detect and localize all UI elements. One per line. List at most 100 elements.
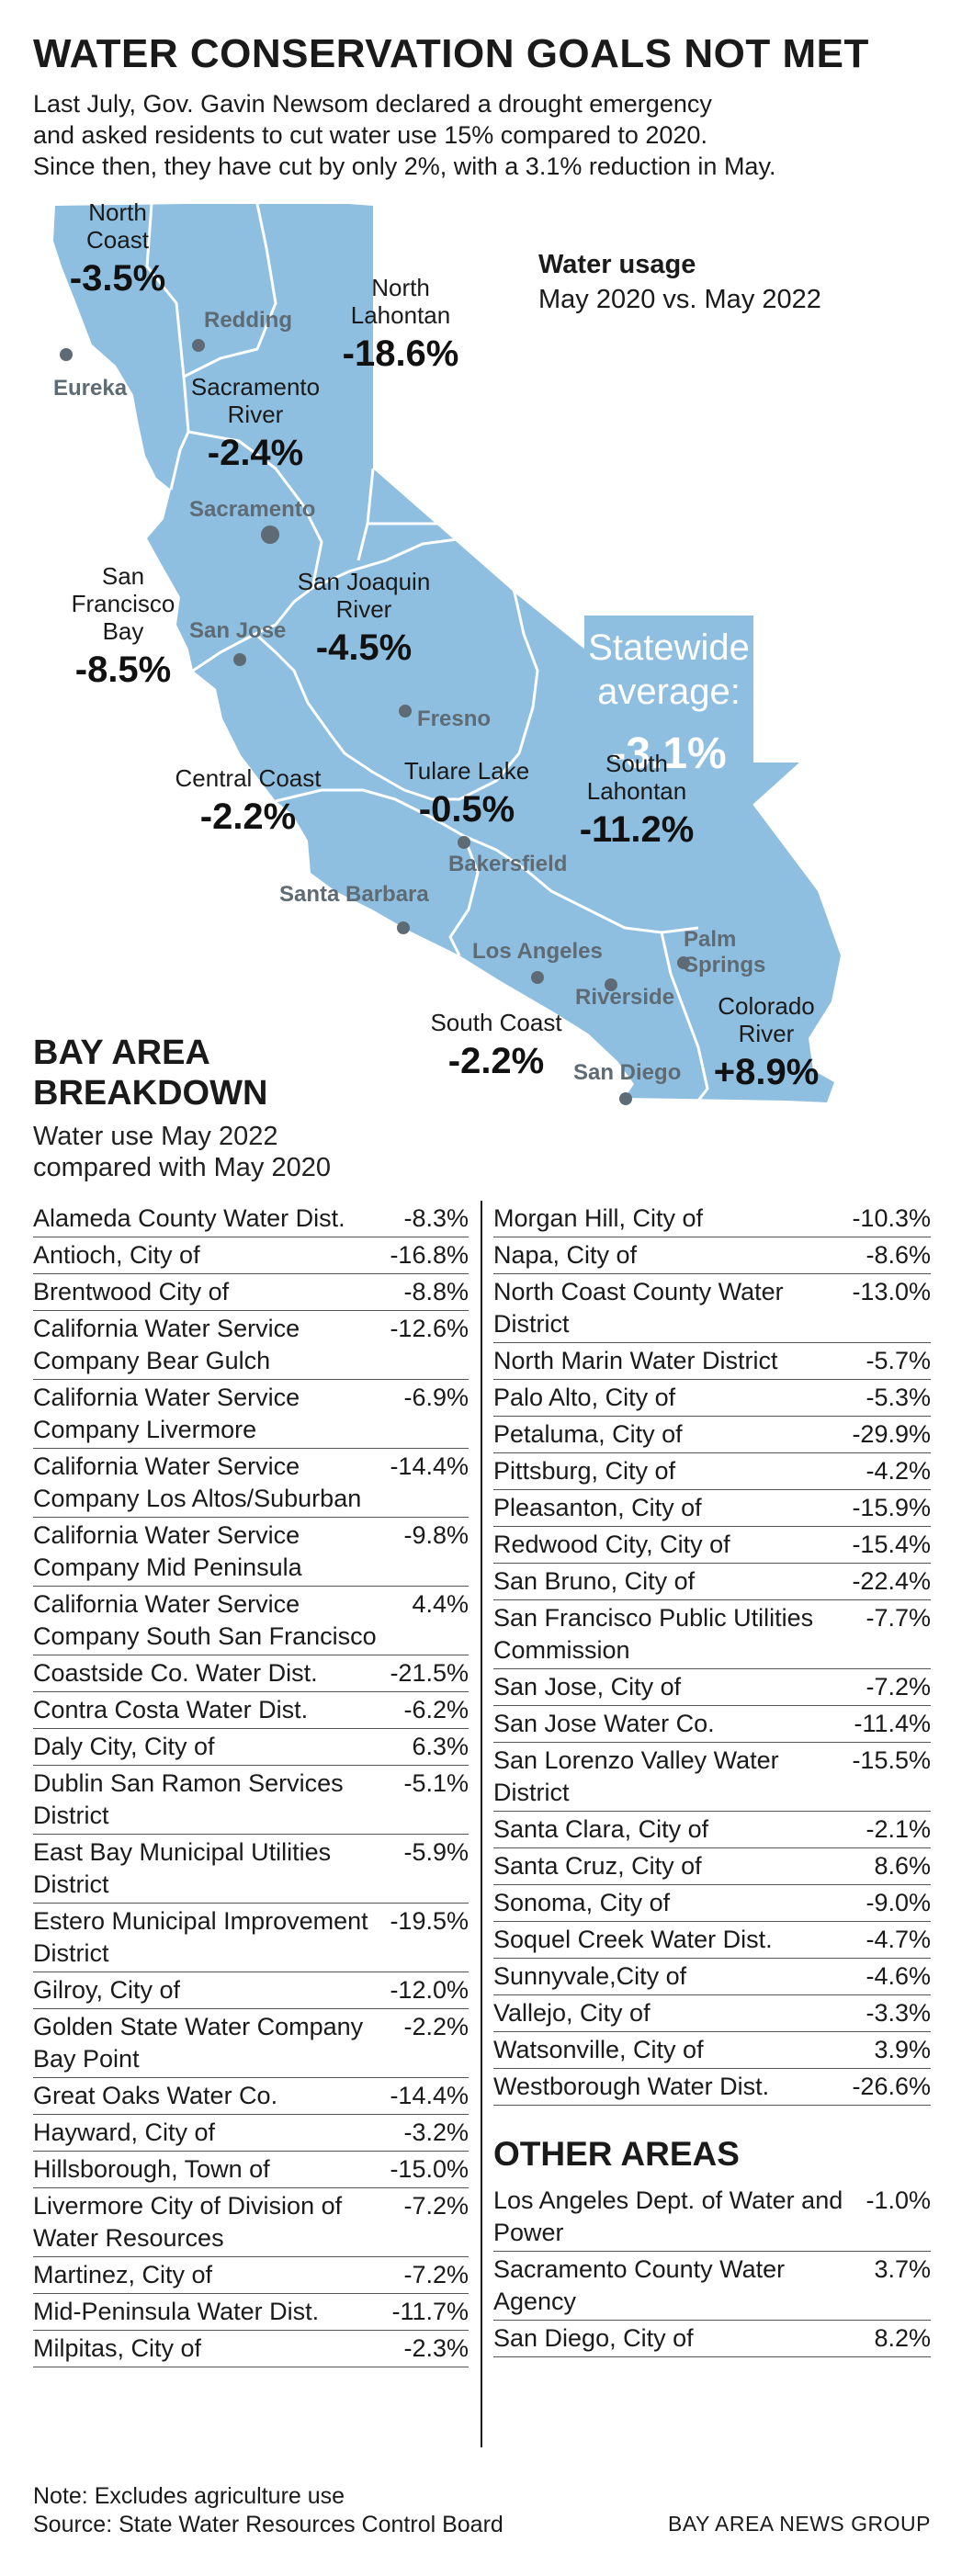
row-value: -19.5% [390, 1907, 469, 1935]
row-name: Milpitas, City of [33, 2334, 202, 2362]
table-row: North Coast County Water District -13.0% [493, 1274, 931, 1343]
city-dot [233, 653, 246, 666]
row-name: East Bay Municipal Utilities District [33, 1838, 332, 1898]
table-row: California Water Service Company South S… [33, 1587, 469, 1655]
row-value: -11.4% [854, 1710, 931, 1737]
row-value: -12.0% [390, 1976, 469, 2004]
city-dot [60, 348, 73, 361]
row-name: California Water Service Company Bear Gu… [33, 1315, 300, 1374]
row-value: 4.4% [412, 1590, 469, 1618]
region-name: South Coast [430, 1009, 562, 1036]
table-row: Redwood City, City of -15.4% [493, 1527, 931, 1564]
row-name: Morgan Hill, City of [493, 1204, 704, 1232]
region-name: Francisco [72, 590, 175, 617]
table-row: Gilroy, City of -12.0% [33, 1972, 469, 2009]
region-border [368, 522, 497, 544]
bay-area-title-line: BAY AREA [33, 1034, 210, 1072]
intro-line: Since then, they have cut by only 2%, wi… [33, 153, 776, 180]
row-name: Livermore City of Division of Water Reso… [33, 2192, 343, 2252]
region-value: -3.5% [70, 258, 166, 299]
table-row: San Lorenzo Valley Water District -15.5% [493, 1743, 931, 1812]
row-name: California Water Service Company South S… [33, 1590, 377, 1650]
row-value: -5.9% [403, 1838, 469, 1866]
row-name: Sonoma, City of [493, 1889, 671, 1916]
row-value: -15.9% [852, 1494, 931, 1521]
city-label: San Jose [189, 618, 286, 643]
table-row: Great Oaks Water Co. -14.4% [33, 2078, 469, 2115]
city-label: Eureka [53, 376, 128, 401]
region-value: -0.5% [419, 789, 515, 830]
city-dot [619, 1092, 632, 1105]
table-row: California Water Service Company Livermo… [33, 1380, 469, 1449]
row-name: North Coast County Water District [493, 1278, 784, 1338]
bay-area-subtitle-line: Water use May 2022 [33, 1122, 278, 1151]
row-name: Pleasanton, City of [493, 1494, 702, 1521]
row-value: -1.0% [866, 2186, 931, 2214]
table-row: Watsonville, City of 3.9% [493, 2032, 931, 2069]
row-name: San Jose, City of [493, 1673, 682, 1700]
row-value: -8.8% [403, 1278, 469, 1305]
row-name: Martinez, City of [33, 2261, 213, 2288]
table-row: San Jose, City of -7.2% [493, 1669, 931, 1706]
row-name: Redwood City, City of [493, 1531, 730, 1558]
row-value: -15.5% [852, 1746, 931, 1774]
intro-line: and asked residents to cut water use 15%… [33, 121, 707, 149]
row-name: Petaluma, City of [493, 1420, 683, 1448]
table-row: San Bruno, City of -22.4% [493, 1564, 931, 1600]
table-row: Pleasanton, City of -15.9% [493, 1490, 931, 1527]
bay-area-subtitle: Water use May 2022 compared with May 202… [33, 1121, 331, 1183]
city-dot [261, 525, 279, 544]
region-value: -4.5% [316, 627, 413, 668]
row-value: -6.9% [403, 1384, 469, 1411]
table-row: Los Angeles Dept. of Water and Power -1.0… [493, 2183, 931, 2252]
bay-area-rows-right: Morgan Hill, City of -10.3% Napa, City of -… [493, 1201, 931, 2106]
column-divider [481, 1201, 482, 2447]
row-name: Pittsburg, City of [493, 1457, 676, 1485]
row-name: San Bruno, City of [493, 1567, 696, 1595]
bay-area-table-right: Morgan Hill, City of -10.3% Napa, City of -… [493, 1201, 931, 2357]
city-label: Bakersfield [448, 852, 567, 876]
row-value: 3.9% [874, 2036, 931, 2063]
row-value: -29.9% [852, 1420, 931, 1448]
region-name: San Joaquin [298, 568, 431, 595]
row-value: -10.3% [852, 1204, 931, 1232]
row-name: Hayward, City of [33, 2118, 216, 2146]
other-areas-title: OTHER AREAS [493, 2135, 740, 2173]
legend-title: Water usage [538, 250, 696, 279]
region-name: River [739, 1020, 795, 1047]
table-row: Estero Municipal Improvement District -19… [33, 1904, 469, 1972]
table-row: Milpitas, City of -2.3% [33, 2331, 469, 2367]
region-name: Lahontan [587, 777, 686, 805]
row-name: Great Oaks Water Co. [33, 2082, 278, 2109]
row-value: -12.6% [390, 1315, 469, 1342]
region-name: Central Coast [175, 764, 322, 792]
row-value: 8.6% [874, 1852, 931, 1880]
row-value: -14.4% [390, 2082, 469, 2109]
row-name: Palo Alto, City of [493, 1384, 676, 1411]
page-title: WATER CONSERVATION GOALS NOT MET [33, 31, 869, 76]
table-row: Contra Costa Water Dist. -6.2% [33, 1692, 469, 1729]
table-row: San Diego, City of 8.2% [493, 2321, 931, 2357]
city-label: Fresno [417, 706, 491, 731]
city-label: Springs [684, 953, 765, 977]
row-value: -9.8% [403, 1521, 469, 1549]
row-name: San Francisco Public Utilities Commissio… [493, 1604, 814, 1664]
row-name: Napa, City of [493, 1241, 638, 1269]
table-row: Morgan Hill, City of -10.3% [493, 1201, 931, 1237]
row-name: Sacramento County Water Agency [493, 2255, 786, 2315]
row-value: -15.4% [852, 1531, 931, 1558]
city-label: Palm [684, 927, 736, 952]
region-border [660, 932, 709, 1102]
california-map: Statewide average: -3.1% Eureka Redding Sa… [53, 198, 841, 1105]
row-value: -2.1% [866, 1815, 931, 1843]
row-value: -5.7% [866, 1347, 931, 1374]
table-row: Petaluma, City of -29.9% [493, 1417, 931, 1453]
bay-area-subtitle-line: compared with May 2020 [33, 1153, 331, 1182]
region-border [192, 537, 516, 672]
region-name: Coast [86, 226, 150, 254]
region-name: River [336, 595, 392, 623]
row-value: -15.0% [390, 2155, 469, 2183]
region-name: Lahontan [351, 301, 450, 329]
table-row: Pittsburg, City of -4.2% [493, 1453, 931, 1490]
source-text: Source: State Water Resources Control Bo… [33, 2512, 503, 2537]
